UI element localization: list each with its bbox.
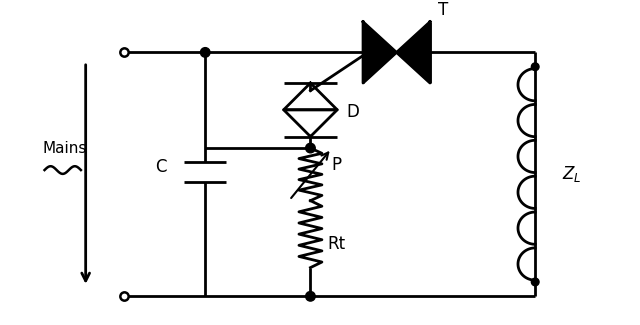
Text: P: P [332,156,342,174]
Circle shape [306,292,316,301]
Polygon shape [397,22,430,83]
Text: $Z_L$: $Z_L$ [562,164,582,184]
Circle shape [306,143,316,153]
Polygon shape [363,22,397,83]
Circle shape [531,63,539,71]
Circle shape [200,48,210,57]
Text: Rt: Rt [328,235,346,253]
Circle shape [531,278,539,286]
Text: Mains: Mains [43,140,87,156]
Text: T: T [438,1,448,19]
Text: C: C [156,158,167,176]
Text: D: D [347,103,360,121]
